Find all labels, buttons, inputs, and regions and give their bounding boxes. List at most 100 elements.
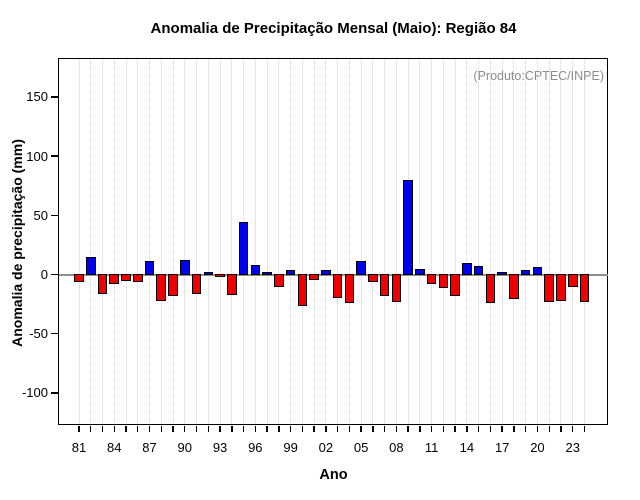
bar-2010	[415, 268, 425, 276]
x-tick	[560, 426, 562, 432]
x-tick	[489, 426, 492, 432]
bar-2012	[438, 274, 449, 289]
bar-1997	[262, 271, 272, 276]
x-tick	[442, 426, 445, 432]
bar-2001	[309, 274, 319, 280]
x-tick	[325, 426, 327, 432]
y-tick-label: -50	[29, 326, 48, 342]
gridline	[196, 59, 198, 424]
x-tick	[184, 426, 186, 432]
bar-2013	[450, 274, 460, 296]
gridline	[231, 59, 233, 424]
bar-2011	[426, 274, 437, 285]
bar-1991	[191, 274, 202, 294]
x-tick	[336, 426, 339, 432]
x-tick-label: 96	[248, 440, 263, 455]
bar-2000	[297, 274, 308, 306]
gridline	[513, 59, 515, 424]
bar-2007	[379, 274, 390, 296]
x-tick	[90, 426, 92, 432]
y-tick-label: 50	[33, 207, 48, 223]
x-tick-label: 99	[283, 440, 298, 455]
y-tick-label: -100	[21, 385, 48, 401]
bar-1988	[156, 274, 167, 302]
y-tick	[51, 392, 58, 394]
bar-1992	[203, 272, 214, 276]
gridline	[90, 59, 92, 424]
x-tick-label: 17	[494, 440, 510, 455]
gridline	[254, 59, 256, 424]
gridline	[160, 59, 162, 424]
x-tick	[348, 426, 351, 432]
gridline	[431, 59, 433, 424]
gridline	[384, 59, 386, 424]
bar-1995	[238, 222, 249, 276]
x-tick-label: 02	[318, 440, 334, 455]
x-tick-label: 84	[107, 440, 122, 455]
x-tick	[219, 426, 221, 432]
x-tick	[78, 426, 80, 432]
x-tick	[372, 426, 374, 432]
bar-1993	[215, 274, 225, 277]
gridline	[78, 59, 80, 424]
y-tick	[51, 214, 58, 216]
x-tick	[137, 426, 139, 432]
gridline	[560, 59, 562, 424]
x-tick-label: 23	[565, 440, 580, 455]
gridline	[372, 59, 374, 424]
gridline	[102, 59, 103, 424]
source-annotation: (Produto:CPTEC/INPE)	[473, 69, 604, 83]
gridline	[489, 59, 491, 424]
gridline	[572, 59, 574, 424]
gridline	[207, 59, 209, 424]
x-tick	[278, 426, 280, 432]
gridline	[525, 59, 527, 424]
x-tick	[172, 426, 174, 432]
gridline	[348, 59, 350, 424]
bar-1994	[227, 274, 237, 296]
gridline	[113, 59, 115, 424]
x-tick	[407, 426, 409, 432]
x-tick	[454, 426, 456, 432]
x-tick	[101, 426, 104, 432]
bar-2005	[356, 260, 366, 276]
x-tick	[160, 426, 162, 432]
x-tick	[207, 426, 209, 432]
bar-2016	[485, 274, 496, 304]
x-tick	[301, 426, 304, 432]
x-tick	[313, 426, 315, 432]
x-tick	[583, 426, 586, 432]
x-tick-label: 93	[212, 440, 228, 455]
x-tick	[125, 426, 127, 432]
gridline	[419, 59, 421, 424]
y-tick-label: 0	[40, 267, 48, 282]
x-tick	[513, 426, 515, 432]
x-tick	[148, 426, 151, 432]
gridline	[466, 59, 468, 424]
x-tick-label: 90	[177, 440, 193, 455]
x-tick	[231, 426, 233, 432]
x-tick	[242, 426, 245, 432]
y-tick	[51, 333, 58, 335]
y-tick-label: 150	[26, 89, 48, 105]
gridline	[442, 59, 444, 424]
x-tick-label: 14	[459, 440, 475, 455]
gridline	[583, 59, 585, 424]
bar-1990	[179, 260, 190, 276]
x-tick	[466, 426, 468, 432]
x-tick-label: 05	[353, 440, 369, 455]
gridline	[172, 59, 174, 424]
bar-2018	[509, 274, 519, 299]
gridline	[325, 59, 327, 424]
x-tick	[524, 426, 527, 432]
x-tick	[266, 426, 268, 432]
x-tick	[395, 426, 398, 432]
bar-2017	[497, 272, 507, 276]
gridline	[313, 59, 315, 424]
bar-1984	[109, 274, 120, 285]
bar-2021	[544, 274, 554, 303]
y-axis-title: Anomalia de precipitação (mm)	[9, 139, 25, 347]
bar-1985	[121, 274, 131, 281]
x-tick	[430, 426, 433, 432]
x-tick	[360, 426, 362, 432]
